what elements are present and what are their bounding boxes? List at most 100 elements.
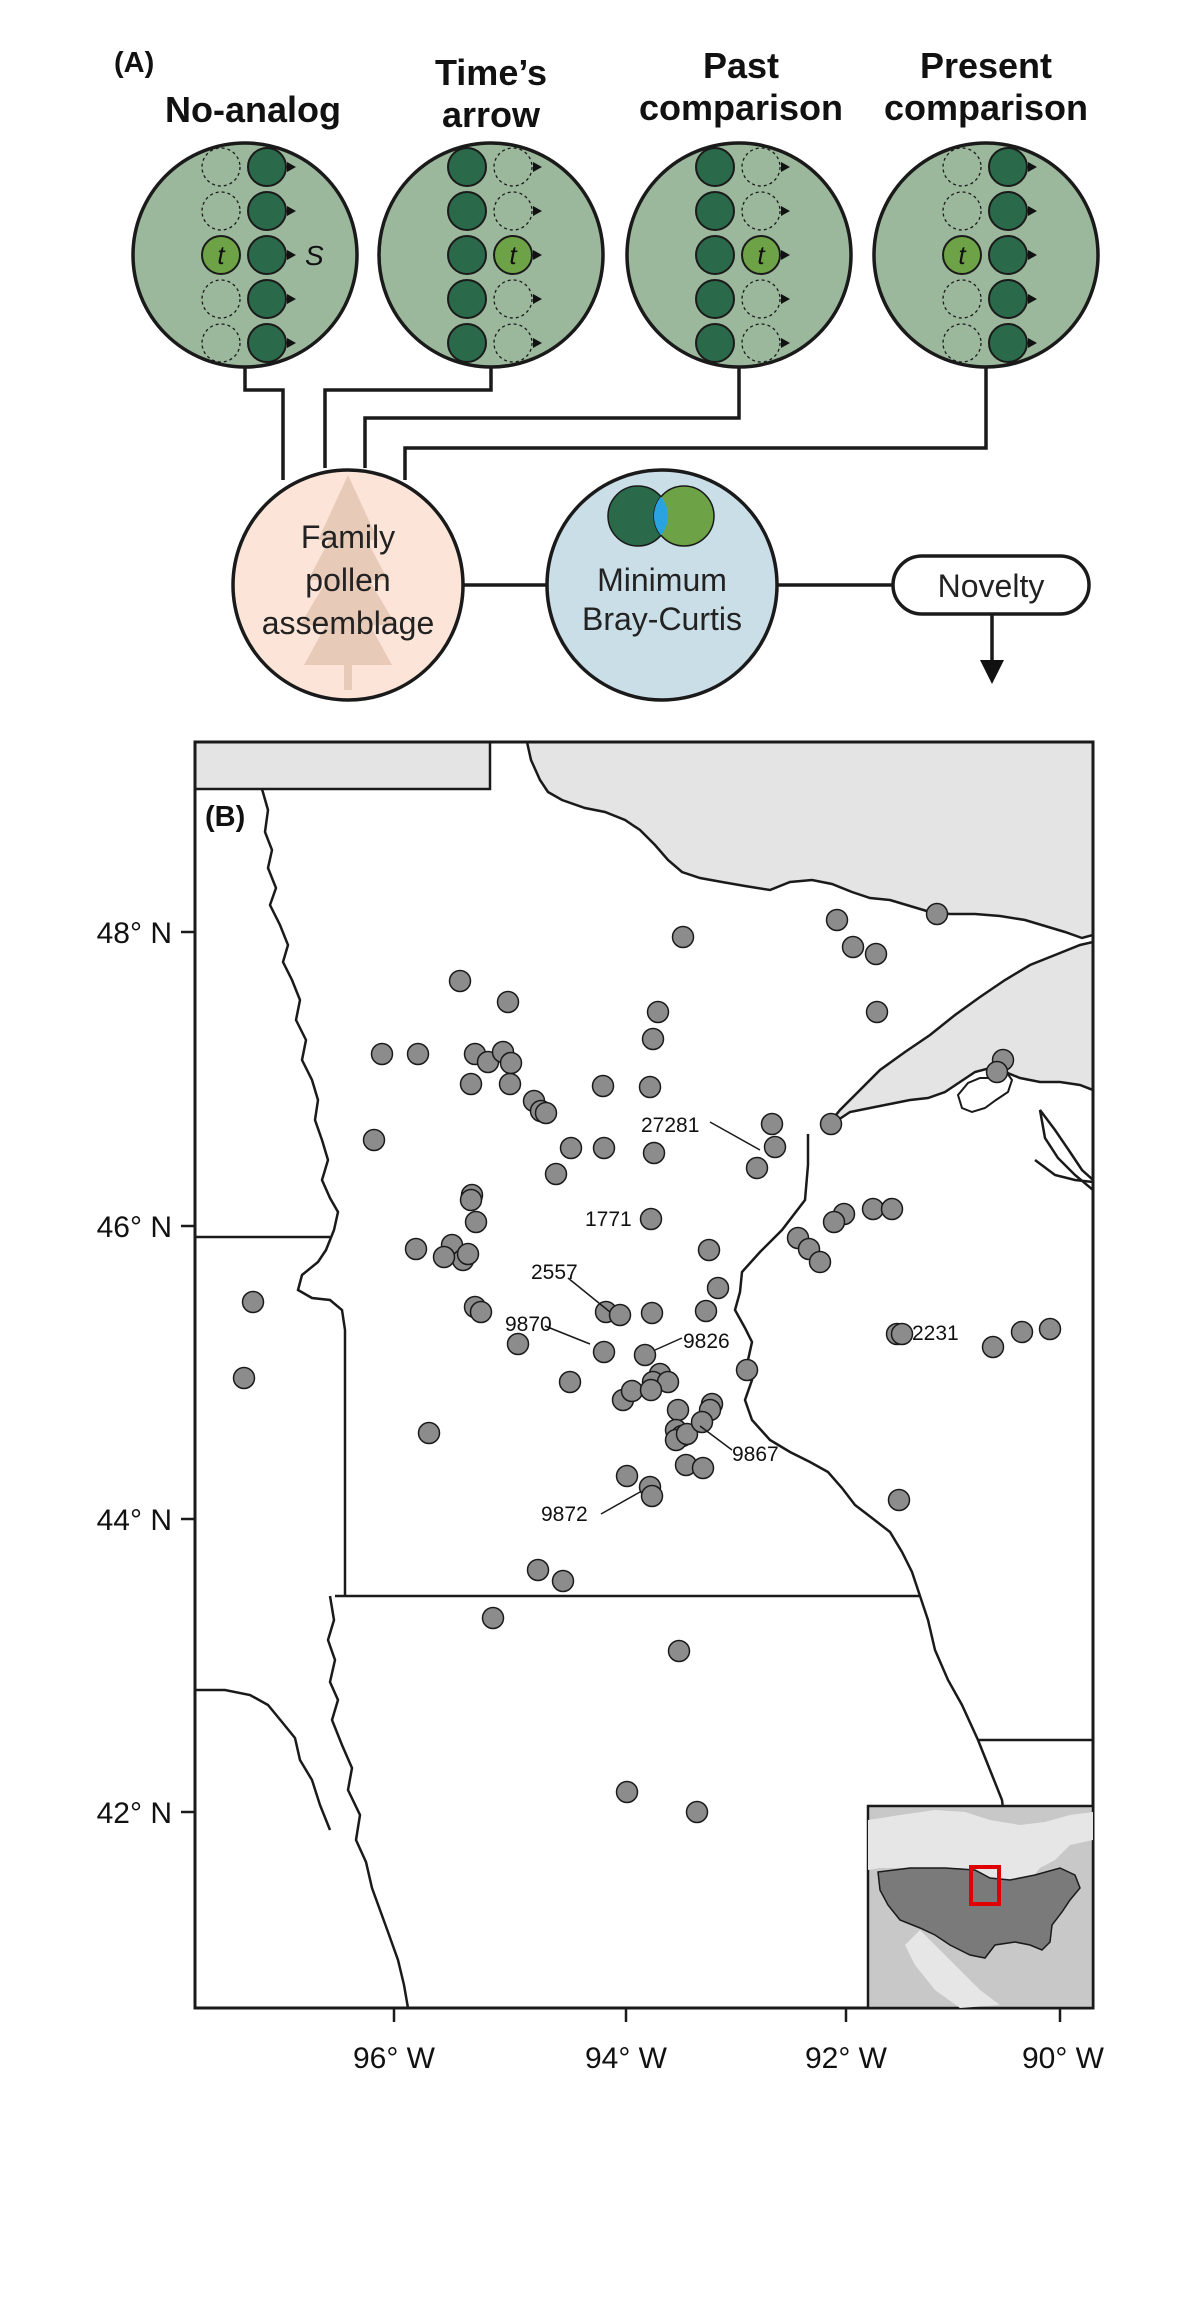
sample-filled <box>695 147 735 187</box>
site-point <box>690 1410 714 1434</box>
title-present-2: comparison <box>884 87 1088 128</box>
site-point <box>981 1335 1005 1359</box>
y-tick-44: 44° N <box>97 1504 172 1537</box>
sample-arrow <box>781 294 790 304</box>
site-point <box>890 1322 914 1346</box>
sample-empty <box>741 147 781 187</box>
site-label-9867: 9867 <box>732 1443 779 1466</box>
metric-circle <box>545 468 779 702</box>
sample-arrow <box>533 250 542 260</box>
site-point <box>735 1358 759 1382</box>
map-body <box>195 742 1093 2008</box>
target-sample <box>493 235 533 275</box>
sample-arrow <box>287 206 296 216</box>
site-point <box>499 1051 523 1075</box>
site-points <box>232 902 1062 1824</box>
site-point <box>558 1370 582 1394</box>
sample-empty <box>493 279 533 319</box>
sample-empty <box>942 279 982 319</box>
map-frame <box>193 740 1095 2010</box>
site-label-2231: 2231 <box>912 1322 959 1345</box>
x-tick-94: 94° W <box>585 2042 668 2075</box>
sample-arrow <box>533 206 542 216</box>
site-point <box>697 1238 721 1262</box>
site-point <box>641 1027 665 1051</box>
site-point <box>706 1276 730 1300</box>
sample-arrow <box>1028 294 1037 304</box>
site-point <box>615 1780 639 1804</box>
s-label: S <box>305 240 324 271</box>
sample-filled <box>447 279 487 319</box>
sample-arrow <box>1028 338 1037 348</box>
site-point <box>675 1422 699 1446</box>
michigan-shore <box>1038 1109 1093 1192</box>
sample-empty <box>741 279 781 319</box>
title-no-analog: No-analog <box>165 89 341 130</box>
novelty-arrow-head <box>980 660 1004 684</box>
site-point <box>506 1332 530 1356</box>
site-point <box>592 1136 616 1160</box>
novelty-box <box>891 554 1091 616</box>
sample-empty <box>201 323 241 363</box>
site-point <box>985 1060 1009 1084</box>
site-label-27281: 27281 <box>641 1114 699 1137</box>
site-point <box>448 969 472 993</box>
site-point <box>887 1488 911 1512</box>
site-point <box>406 1042 430 1066</box>
sample-empty <box>741 191 781 231</box>
sample-arrow <box>1028 162 1037 172</box>
site-point <box>544 1162 568 1186</box>
sample-filled <box>447 323 487 363</box>
site-point <box>232 1366 256 1390</box>
sample-empty <box>942 147 982 187</box>
site-point <box>1010 1320 1034 1344</box>
site-point <box>671 925 695 949</box>
site-point <box>526 1558 550 1582</box>
site-point <box>861 1197 885 1221</box>
site-point <box>551 1569 575 1593</box>
site-point <box>496 990 520 1014</box>
site-point <box>459 1072 483 1096</box>
sample-empty <box>493 323 533 363</box>
connector-lines <box>243 367 994 660</box>
sample-filled <box>447 147 487 187</box>
site-point <box>592 1340 616 1364</box>
site-point <box>865 1000 889 1024</box>
site-point <box>638 1075 662 1099</box>
site-point <box>559 1136 583 1160</box>
site-point <box>615 1464 639 1488</box>
sample-arrow <box>287 162 296 172</box>
method-circle <box>131 141 359 369</box>
site-point <box>640 1484 664 1508</box>
site-label-9870: 9870 <box>505 1313 552 1336</box>
title-present-1: Present <box>920 45 1052 86</box>
novelty-label: Novelty <box>938 568 1045 604</box>
site-point <box>459 1188 483 1212</box>
site-point <box>620 1379 644 1403</box>
ontario-region <box>525 742 1093 940</box>
site-point <box>639 1207 663 1231</box>
site-point <box>825 908 849 932</box>
sample-filled <box>447 191 487 231</box>
sample-filled <box>247 147 287 187</box>
target-letter: t <box>757 240 766 270</box>
title-past-2: comparison <box>639 87 843 128</box>
site-point <box>432 1245 456 1269</box>
assemblage-line-3: assemblage <box>262 605 435 641</box>
sample-arrow <box>1028 250 1037 260</box>
site-point <box>880 1197 904 1221</box>
sample-arrow <box>533 338 542 348</box>
sample-empty <box>942 191 982 231</box>
title-times-arrow-2: arrow <box>442 94 541 135</box>
site-label-1771: 1771 <box>585 1208 632 1231</box>
metric-line-2: Bray-Curtis <box>582 601 742 637</box>
sample-arrow <box>287 250 296 260</box>
target-letter: t <box>217 240 226 270</box>
sample-filled <box>247 279 287 319</box>
sample-empty <box>201 147 241 187</box>
sample-filled <box>988 147 1028 187</box>
site-point <box>694 1299 718 1323</box>
canada-region <box>195 742 492 791</box>
method-circle <box>872 141 1100 369</box>
